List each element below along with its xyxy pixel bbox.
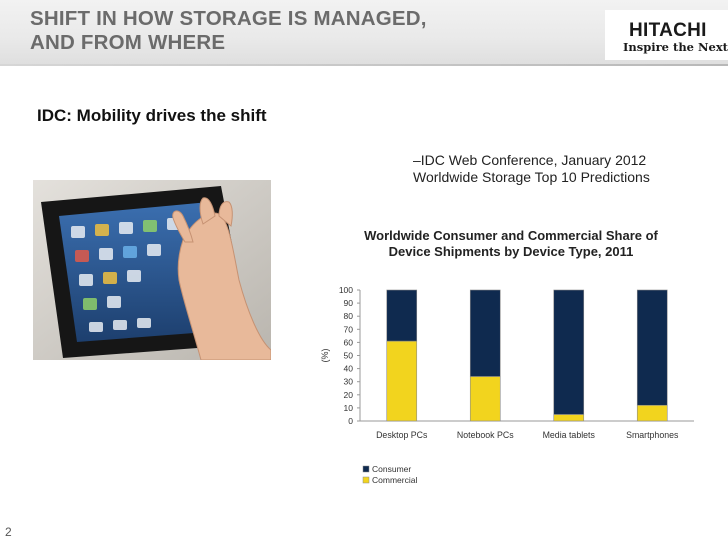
tablet-photo-illustration [33, 180, 272, 361]
bar-consumer-smartphones [636, 289, 668, 406]
bar-commercial-smartphones [636, 404, 668, 422]
chart-title-line2: Device Shipments by Device Type, 2011 [388, 244, 634, 259]
x-tick-label: Smartphones [626, 430, 679, 440]
app-icons-grid [71, 218, 181, 332]
tablet-photo [33, 180, 272, 361]
x-tick-label: Media tablets [543, 430, 596, 440]
y-tick-label: 100 [339, 285, 353, 295]
y-tick-label: 40 [344, 364, 354, 374]
stacked-bar-chart: 0 10 20 30 40 50 60 70 80 90 100 (%) Desktop PCs Note… [320, 285, 694, 485]
bar-consumer-media-tablets [553, 289, 585, 415]
chart-title-line1: Worldwide Consumer and Commercial Share … [364, 228, 658, 243]
bar-consumer-desktop-pcs [386, 289, 418, 342]
logo-brand: HITACHI [629, 20, 707, 41]
hand [172, 197, 272, 361]
logo-tagline: Inspire the Next [623, 40, 728, 54]
y-tick-label: 10 [344, 403, 354, 413]
x-tick-label: Notebook PCs [457, 430, 514, 440]
y-tick-label: 60 [344, 337, 354, 347]
y-axis-label: (%) [320, 349, 330, 363]
slide-title: SHIFT IN HOW STORAGE IS MANAGED, AND FRO… [30, 7, 427, 55]
y-tick-label: 50 [344, 351, 354, 361]
y-tick-label: 90 [344, 298, 354, 308]
y-tick-label: 30 [344, 377, 354, 387]
legend-label-consumer: Consumer [372, 464, 411, 474]
source-citation: –IDC Web Conference, January 2012 Worldw… [413, 152, 650, 186]
y-tick-label: 80 [344, 311, 354, 321]
page-number: 2 [5, 525, 12, 539]
slide-title-line1: SHIFT IN HOW STORAGE IS MANAGED, [30, 7, 427, 30]
legend-swatch-commercial [362, 476, 370, 484]
slide-title-line2: AND FROM WHERE [30, 31, 226, 54]
bar-commercial-media-tablets [553, 414, 585, 422]
legend-label-commercial: Commercial [372, 475, 417, 485]
chart-panel: 0 10 20 30 40 50 60 70 80 90 100 (%) Desktop PCs Note… [318, 279, 704, 493]
source-line1: –IDC Web Conference, January 2012 [413, 152, 647, 168]
y-tick-label: 0 [348, 416, 353, 426]
chart-title: Worldwide Consumer and Commercial Share … [316, 228, 706, 260]
legend-swatch-consumer [362, 465, 370, 473]
y-tick-label: 20 [344, 390, 354, 400]
source-line2: Worldwide Storage Top 10 Predictions [413, 169, 650, 185]
bar-commercial-desktop-pcs [386, 340, 418, 422]
x-tick-label: Desktop PCs [376, 430, 428, 440]
bar-consumer-notebook-pcs [469, 289, 501, 377]
hitachi-logo: HITACHI Inspire the Next [605, 10, 728, 60]
slide-subtitle: IDC: Mobility drives the shift [37, 106, 267, 125]
bar-commercial-notebook-pcs [469, 376, 501, 422]
y-tick-label: 70 [344, 324, 354, 334]
